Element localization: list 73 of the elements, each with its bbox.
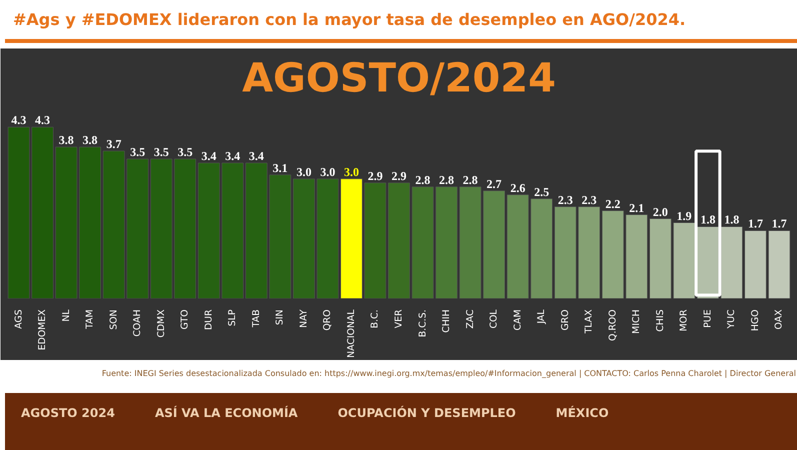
text: MÉXICO — [556, 406, 609, 420]
data-label: 2.6 — [510, 180, 526, 195]
x-tick-label: NAY — [298, 309, 310, 328]
x-tick-label: DUR — [203, 308, 214, 330]
x-tick-label: HGO — [750, 309, 761, 332]
data-label: 1.8 — [724, 212, 740, 227]
x-tick-label: MICH — [631, 310, 642, 334]
data-label: 1.7 — [772, 216, 787, 231]
x-tick-label: SIN — [274, 309, 286, 326]
x-tick-label: B.C.S. — [417, 309, 428, 338]
data-label: 3.0 — [320, 164, 336, 179]
x-tick-label: SLP — [227, 309, 238, 326]
x-tick-label: GRO — [560, 309, 571, 331]
data-label: 2.9 — [368, 168, 383, 183]
data-label: 2.0 — [652, 204, 668, 219]
x-tick-label: TLAX — [584, 308, 595, 334]
data-label: 2.8 — [439, 172, 454, 187]
data-label: 3.8 — [82, 133, 98, 148]
data-label: 2.1 — [629, 200, 644, 215]
x-tick-label: CDMX — [156, 308, 167, 338]
x-tick-label: MOR — [678, 308, 690, 332]
data-label: 1.9 — [676, 208, 692, 223]
data-label: 3.0 — [296, 164, 312, 179]
data-label: 3.1 — [272, 160, 288, 175]
data-label: 2.5 — [534, 184, 550, 199]
text: OCUPACIÓN Y DESEMPLEO — [338, 406, 516, 420]
x-tick-label: QRO — [322, 309, 334, 331]
x-tick-label: YUC — [726, 309, 738, 330]
chart-title: #Ags y #EDOMEX lideraron con la mayor tasa de desempleo en AGO/2024. — [13, 9, 686, 31]
x-tick-label: Q.ROO — [607, 309, 618, 341]
data-label: 1.7 — [748, 216, 763, 231]
source-note: Fuente: INEGI Series desestacionalizada Consulado en: https://www.inegi.org.mx/temas/empleo/#Informacion_general | CONTACTO: Carlos Penna Charolet | Director General — [102, 368, 796, 380]
text: ASÍ VA LA ECONOMÍA — [154, 406, 298, 420]
data-label: 3.5 — [178, 144, 193, 159]
x-tick-label: TAM — [84, 309, 96, 330]
data-label: 2.7 — [486, 176, 502, 191]
x-tick-label: GTO — [180, 310, 191, 330]
chart-subtitle: AGOSTO/2024 — [242, 56, 556, 102]
data-label: 2.3 — [558, 192, 573, 207]
data-label: 3.7 — [106, 136, 122, 151]
x-tick-label: TAB — [250, 309, 262, 328]
data-label: 4.3 — [11, 113, 26, 128]
data-label: 1.8 — [700, 212, 716, 227]
x-tick-label: COL — [488, 308, 500, 329]
x-tick-label: CHIS — [654, 309, 666, 332]
data-label: 2.8 — [462, 172, 478, 187]
x-tick-label: PUE — [702, 309, 714, 328]
x-tick-label: B.C. — [370, 310, 381, 328]
x-tick-label: CHIH — [441, 309, 452, 333]
data-label: 3.5 — [130, 144, 146, 159]
data-label: 2.3 — [582, 192, 597, 207]
data-label: 3.4 — [225, 148, 240, 163]
x-tick-label: NL — [60, 308, 72, 322]
x-tick-label: ZAC — [464, 309, 476, 329]
x-tick-label: NACIONAL — [346, 308, 357, 358]
text: AGOSTO 2024 — [21, 406, 115, 420]
x-tick-label: COAH — [132, 309, 144, 337]
data-label: 3.8 — [58, 133, 74, 148]
x-tick-label: EDOMEX — [37, 308, 48, 350]
data-label: 3.4 — [201, 148, 216, 163]
x-tick-label: AGS — [13, 309, 24, 329]
data-label: 2.9 — [392, 168, 406, 183]
x-tick-label: VER — [394, 308, 404, 328]
data-label: 4.3 — [35, 113, 50, 128]
data-label: 3.0 — [344, 164, 359, 179]
x-tick-label: JAL — [536, 308, 548, 325]
data-label: 3.5 — [154, 144, 169, 159]
x-tick-label: SON — [108, 309, 120, 330]
data-label: 2.8 — [415, 172, 430, 187]
data-label: 2.2 — [605, 196, 620, 211]
x-tick-label: CAM — [512, 309, 524, 330]
x-tick-label: OAX — [774, 308, 785, 330]
data-label: 3.4 — [248, 148, 264, 163]
